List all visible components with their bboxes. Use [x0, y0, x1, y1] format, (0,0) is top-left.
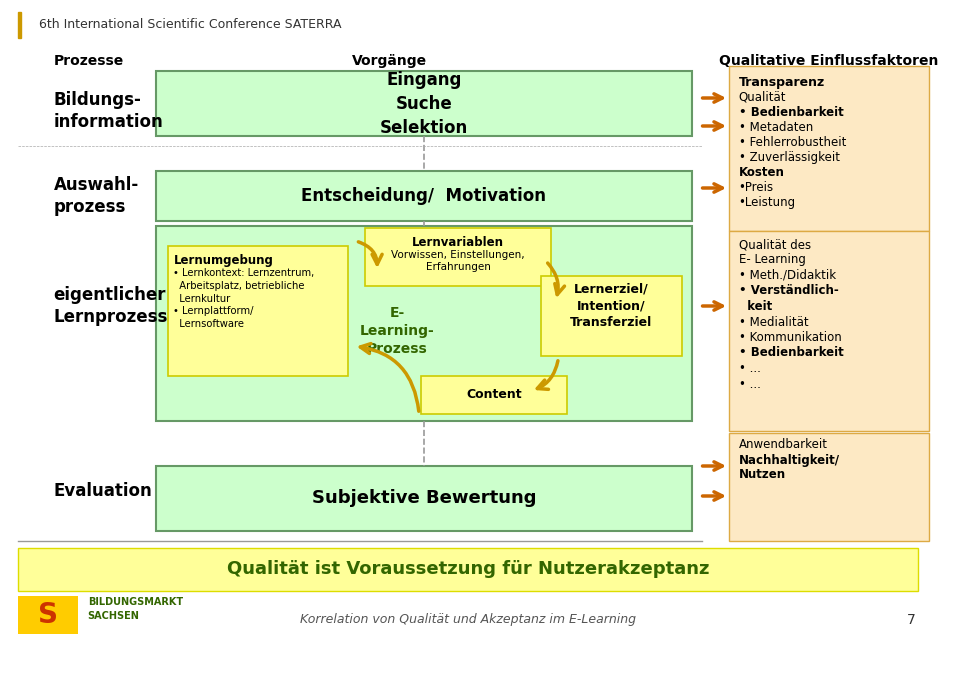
- Text: Qualität ist Voraussetzung für Nutzerakzeptanz: Qualität ist Voraussetzung für Nutzerakz…: [227, 560, 709, 578]
- FancyBboxPatch shape: [421, 376, 567, 414]
- Text: Content: Content: [467, 388, 522, 401]
- FancyBboxPatch shape: [17, 548, 918, 591]
- FancyBboxPatch shape: [156, 226, 692, 421]
- Text: Lernumgebung: Lernumgebung: [174, 254, 274, 267]
- Text: Lernvariablen: Lernvariablen: [412, 236, 504, 249]
- Text: • Verständlich-: • Verständlich-: [738, 285, 838, 298]
- Text: •Preis: •Preis: [738, 181, 774, 194]
- Text: • Bedienbarkeit: • Bedienbarkeit: [738, 106, 844, 119]
- FancyBboxPatch shape: [17, 596, 78, 634]
- FancyBboxPatch shape: [156, 171, 692, 221]
- FancyBboxPatch shape: [729, 66, 928, 231]
- Text: Entscheidung/  Motivation: Entscheidung/ Motivation: [301, 187, 546, 205]
- Text: Anwendbarkeit: Anwendbarkeit: [738, 438, 828, 451]
- Text: • Kommunikation: • Kommunikation: [738, 331, 842, 344]
- FancyBboxPatch shape: [729, 231, 928, 431]
- Text: Eingang
Suche
Selektion: Eingang Suche Selektion: [380, 71, 468, 137]
- Text: keit: keit: [738, 300, 772, 313]
- Text: Qualität des: Qualität des: [738, 238, 811, 251]
- Text: • Lernkontext: Lernzentrum,
  Arbeitsplatz, betriebliche
  Lernkultur
• Lernplat: • Lernkontext: Lernzentrum, Arbeitsplatz…: [174, 268, 315, 329]
- Text: Subjektive Bewertung: Subjektive Bewertung: [312, 489, 537, 507]
- Text: Auswahl-
prozess: Auswahl- prozess: [54, 176, 139, 216]
- FancyBboxPatch shape: [156, 71, 692, 136]
- Text: eigentlicher
Lernprozess: eigentlicher Lernprozess: [54, 286, 168, 326]
- Text: • Bedienbarkeit: • Bedienbarkeit: [738, 346, 844, 359]
- Text: Qualitative Einflussfaktoren: Qualitative Einflussfaktoren: [719, 54, 938, 68]
- Text: Nutzen: Nutzen: [738, 468, 786, 481]
- Text: • Zuverlässigkeit: • Zuverlässigkeit: [738, 151, 840, 164]
- Text: •Leistung: •Leistung: [738, 196, 796, 209]
- Text: E-
Learning-
Prozess: E- Learning- Prozess: [360, 305, 435, 357]
- Text: BILDUNGSMARKT
SACHSEN: BILDUNGSMARKT SACHSEN: [87, 598, 182, 621]
- Text: Vorwissen, Einstellungen,
Erfahrungen: Vorwissen, Einstellungen, Erfahrungen: [392, 250, 525, 272]
- Text: 7: 7: [907, 613, 916, 627]
- Text: • Fehlerrobustheit: • Fehlerrobustheit: [738, 136, 846, 149]
- Text: • ...: • ...: [738, 362, 760, 375]
- Text: Kosten: Kosten: [738, 166, 784, 179]
- Text: • ...: • ...: [738, 377, 760, 390]
- Text: Transparenz: Transparenz: [738, 76, 825, 89]
- Text: Vorgänge: Vorgänge: [352, 54, 427, 68]
- Text: Prozesse: Prozesse: [54, 54, 124, 68]
- FancyBboxPatch shape: [168, 246, 348, 376]
- Text: Nachhaltigkeit/: Nachhaltigkeit/: [738, 454, 840, 467]
- Text: E- Learning: E- Learning: [738, 254, 805, 266]
- FancyBboxPatch shape: [540, 276, 683, 356]
- FancyBboxPatch shape: [729, 433, 928, 541]
- Text: • Metadaten: • Metadaten: [738, 121, 813, 134]
- Text: S: S: [37, 601, 58, 629]
- Text: Korrelation von Qualität und Akzeptanz im E-Learning: Korrelation von Qualität und Akzeptanz i…: [300, 613, 636, 626]
- Text: Evaluation: Evaluation: [54, 482, 153, 500]
- Text: • Meth./Didaktik: • Meth./Didaktik: [738, 269, 836, 282]
- FancyBboxPatch shape: [156, 466, 692, 531]
- FancyBboxPatch shape: [366, 228, 551, 286]
- Text: Qualität: Qualität: [738, 91, 786, 104]
- Text: • Medialität: • Medialität: [738, 316, 808, 329]
- Text: 6th International Scientific Conference SATERRA: 6th International Scientific Conference …: [39, 19, 342, 32]
- Bar: [17, 12, 21, 38]
- Text: Bildungs-
information: Bildungs- information: [54, 91, 163, 131]
- Text: Lernerziel/
Intention/
Transferziel: Lernerziel/ Intention/ Transferziel: [570, 283, 652, 329]
